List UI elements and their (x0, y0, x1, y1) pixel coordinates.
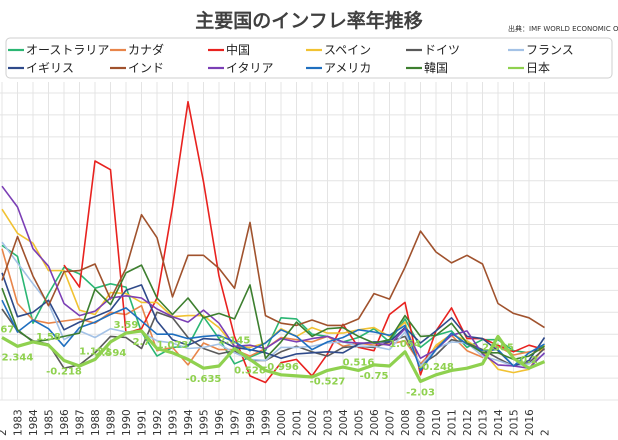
x-tick-label: 2013 (478, 409, 490, 436)
data-label: -0.75 (360, 371, 389, 382)
legend-label: 日本 (526, 61, 550, 75)
x-tick-label: 1995 (199, 409, 211, 436)
data-label: 2.505 (482, 342, 514, 353)
x-tick-labels: 2198319841985198619871988198919901991199… (0, 409, 552, 436)
x-tick-label: 1989 (106, 409, 118, 436)
x-tick-label: 2009 (416, 409, 428, 436)
x-tick-label: 2 (0, 429, 9, 436)
legend-label: インド (128, 61, 164, 75)
series-line-イギリス (1, 272, 546, 367)
data-label: -0.635 (186, 374, 222, 385)
data-label: 1.054 (389, 339, 421, 350)
data-label: 0.526 (234, 365, 266, 376)
x-tick-label: 2015 (509, 409, 521, 436)
x-tick-label: 2001 (292, 409, 304, 436)
x-tick-label: 2003 (323, 409, 335, 436)
series-line-インド (1, 213, 545, 329)
series-line-アメリカ (1, 299, 545, 372)
x-tick-label: 2016 (524, 409, 536, 436)
data-label: 3.59 (114, 320, 139, 331)
chart-title: 主要国のインフレ率年推移 (195, 9, 422, 32)
data-label: 2.145 (219, 335, 251, 346)
x-tick-label: 1985 (44, 409, 56, 436)
data-label: -0.248 (418, 362, 454, 373)
series-line-日本 (1, 329, 546, 383)
data-label: 1.073 (157, 340, 189, 351)
data-label: 1.122 (79, 346, 111, 357)
data-label: -0.218 (46, 367, 82, 378)
x-tick-label: 2012 (462, 409, 474, 436)
series-line-オーストラリア (1, 244, 545, 365)
series-line-韓国 (1, 264, 545, 361)
legend-label: イタリア (226, 61, 274, 75)
x-tick-label: 2000 (276, 409, 288, 436)
data-label: 1.67 (0, 324, 14, 335)
x-tick-label: 1999 (261, 409, 273, 436)
legend-label: フランス (526, 43, 574, 57)
legend-label: アメリカ (324, 61, 371, 75)
x-tick-label: 1996 (214, 409, 226, 436)
data-label: -2.03 (406, 387, 435, 398)
legend-label: カナダ (128, 42, 164, 57)
x-tick-label: 1994 (183, 409, 195, 436)
data-label: 2.344 (2, 352, 34, 363)
data-label: 1.58 (36, 332, 61, 343)
x-tick-label: 1993 (168, 409, 180, 436)
legend-label: 中国 (226, 42, 250, 57)
x-tick-label: 2002 (307, 409, 319, 436)
data-label: -0.527 (310, 376, 346, 387)
chart-source: 出典：IMF WORLD ECONOMIC O (508, 24, 618, 33)
series-lines (1, 100, 546, 384)
legend-label: イギリス (26, 61, 74, 75)
x-tick-label: 1991 (137, 409, 149, 436)
x-tick-label: 2004 (338, 409, 350, 436)
legend-label: オーストラリア (26, 43, 109, 57)
x-tick-label: 1992 (152, 409, 164, 436)
data-label: -0.996 (263, 362, 299, 373)
x-tick-label: 2011 (447, 409, 459, 436)
data-label: 2.594 (95, 348, 127, 359)
series-line-フランス (1, 241, 545, 367)
x-tick-label: 1987 (75, 409, 87, 436)
x-tick-label: 1984 (28, 409, 40, 436)
x-tick-label: 1983 (13, 409, 25, 436)
data-label: 0.516 (343, 357, 375, 368)
x-tick-label: 2014 (493, 409, 505, 436)
legend-box (5, 37, 613, 79)
x-tick-label: 1988 (90, 409, 102, 436)
data-label: 0.2 (520, 355, 538, 366)
x-tick-label: 2010 (431, 409, 443, 436)
legend-label: スペイン (324, 43, 371, 57)
legend-label: 韓国 (424, 61, 448, 75)
x-tick-label: 1998 (245, 409, 257, 436)
x-tick-label: 2 (540, 429, 552, 436)
data-label: 2.7 (133, 337, 151, 348)
x-tick-label: 2007 (385, 409, 397, 436)
legend-label: ドイツ (424, 43, 460, 57)
x-tick-label: 1986 (59, 409, 71, 436)
x-tick-label: 2005 (354, 409, 366, 436)
x-tick-label: 1997 (230, 409, 242, 436)
x-tick-label: 2006 (369, 409, 381, 436)
x-tick-label: 1990 (121, 409, 133, 436)
x-tick-label: 2008 (400, 409, 412, 436)
